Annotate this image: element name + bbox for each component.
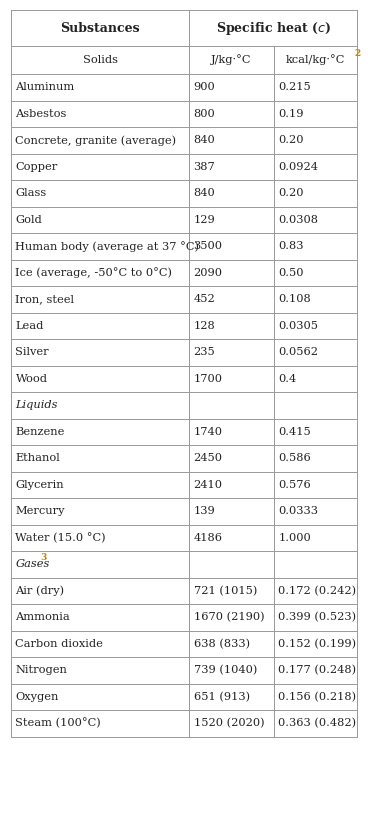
Text: 0.20: 0.20 <box>278 135 304 145</box>
Text: 1670 (2190): 1670 (2190) <box>194 612 264 623</box>
Text: 0.156 (0.218): 0.156 (0.218) <box>278 691 357 702</box>
Text: 4186: 4186 <box>194 533 223 543</box>
Text: 0.50: 0.50 <box>278 268 304 278</box>
Text: Concrete, granite (average): Concrete, granite (average) <box>15 135 177 145</box>
Text: 235: 235 <box>194 347 215 357</box>
Text: 2410: 2410 <box>194 480 223 490</box>
Text: 0.0305: 0.0305 <box>278 321 318 331</box>
Text: kcal/kg·°C: kcal/kg·°C <box>286 54 345 65</box>
Text: 721 (1015): 721 (1015) <box>194 586 257 596</box>
Text: Mercury: Mercury <box>15 507 65 517</box>
Text: 0.0924: 0.0924 <box>278 162 318 171</box>
Text: 0.0562: 0.0562 <box>278 347 318 357</box>
Text: J/kg·°C: J/kg·°C <box>211 54 252 65</box>
Text: Benzene: Benzene <box>15 427 65 436</box>
Text: 0.576: 0.576 <box>278 480 311 490</box>
Text: 129: 129 <box>194 215 215 225</box>
Text: 900: 900 <box>194 82 215 92</box>
Text: Water (15.0 °C): Water (15.0 °C) <box>15 533 106 543</box>
Text: Wood: Wood <box>15 374 47 384</box>
Text: 0.177 (0.248): 0.177 (0.248) <box>278 665 357 675</box>
Text: Air (dry): Air (dry) <box>15 585 64 596</box>
Text: 1740: 1740 <box>194 427 223 436</box>
Text: Oxygen: Oxygen <box>15 691 59 701</box>
Text: 0.399 (0.523): 0.399 (0.523) <box>278 612 357 623</box>
Text: 0.363 (0.482): 0.363 (0.482) <box>278 718 357 728</box>
Text: 0.83: 0.83 <box>278 242 304 252</box>
Text: Carbon dioxide: Carbon dioxide <box>15 639 103 649</box>
Text: 0.586: 0.586 <box>278 453 311 463</box>
Text: 1.000: 1.000 <box>278 533 311 543</box>
Text: Glass: Glass <box>15 188 47 198</box>
Text: 840: 840 <box>194 135 215 145</box>
Text: 800: 800 <box>194 109 215 119</box>
Text: 0.415: 0.415 <box>278 427 311 436</box>
Text: 638 (833): 638 (833) <box>194 639 250 649</box>
Text: Nitrogen: Nitrogen <box>15 665 67 675</box>
Text: Ethanol: Ethanol <box>15 453 60 463</box>
Text: Gases: Gases <box>15 559 50 569</box>
Text: Specific heat ($\it{c}$): Specific heat ($\it{c}$) <box>216 19 330 37</box>
Text: 1520 (2020): 1520 (2020) <box>194 718 264 728</box>
Text: 0.215: 0.215 <box>278 82 311 92</box>
Text: Silver: Silver <box>15 347 49 357</box>
Text: 0.0308: 0.0308 <box>278 215 318 225</box>
Text: Gold: Gold <box>15 215 42 225</box>
Text: Substances: Substances <box>60 22 140 34</box>
Text: 2: 2 <box>354 48 360 58</box>
Text: 0.20: 0.20 <box>278 188 304 198</box>
Text: Solids: Solids <box>82 55 118 65</box>
Text: 3: 3 <box>40 553 47 562</box>
Text: Lead: Lead <box>15 321 44 331</box>
Text: Steam (100°C): Steam (100°C) <box>15 718 101 729</box>
Text: 0.152 (0.199): 0.152 (0.199) <box>278 639 357 649</box>
Text: 0.0333: 0.0333 <box>278 507 318 517</box>
Text: 1700: 1700 <box>194 374 223 384</box>
Text: Iron, steel: Iron, steel <box>15 294 74 304</box>
Text: 0.19: 0.19 <box>278 109 304 119</box>
Text: 452: 452 <box>194 294 215 304</box>
Text: 840: 840 <box>194 188 215 198</box>
Text: 0.172 (0.242): 0.172 (0.242) <box>278 586 357 596</box>
Text: 139: 139 <box>194 507 215 517</box>
Text: 0.108: 0.108 <box>278 294 311 304</box>
Text: Ammonia: Ammonia <box>15 612 70 622</box>
Text: 128: 128 <box>194 321 215 331</box>
Text: 387: 387 <box>194 162 215 171</box>
Text: 2090: 2090 <box>194 268 223 278</box>
Text: Aluminum: Aluminum <box>15 82 75 92</box>
Text: 2450: 2450 <box>194 453 223 463</box>
Text: 3500: 3500 <box>194 242 223 252</box>
Text: 651 (913): 651 (913) <box>194 691 250 702</box>
Text: Liquids: Liquids <box>15 400 58 410</box>
Text: Glycerin: Glycerin <box>15 480 64 490</box>
Text: 739 (1040): 739 (1040) <box>194 665 257 675</box>
Text: Asbestos: Asbestos <box>15 109 67 119</box>
Text: Human body (average at 37 °C): Human body (average at 37 °C) <box>15 241 199 252</box>
Text: Copper: Copper <box>15 162 58 171</box>
Text: 0.4: 0.4 <box>278 374 297 384</box>
Text: Ice (average, -50°C to 0°C): Ice (average, -50°C to 0°C) <box>15 268 173 278</box>
